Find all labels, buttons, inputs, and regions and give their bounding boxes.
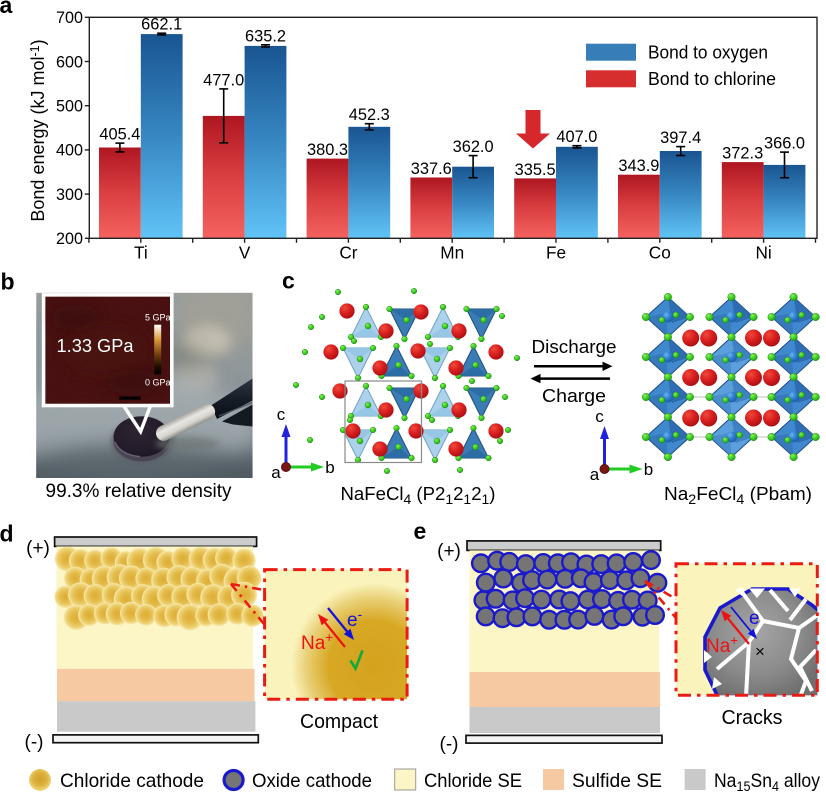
- svg-text:405.4: 405.4: [99, 126, 140, 144]
- svg-text:300: 300: [56, 185, 83, 204]
- svg-text:407.0: 407.0: [556, 128, 597, 146]
- svg-text:362.0: 362.0: [453, 138, 494, 156]
- svg-text:(+): (+): [437, 541, 461, 562]
- svg-text:a: a: [590, 465, 600, 484]
- svg-text:343.9: 343.9: [618, 157, 659, 175]
- svg-text:c: c: [595, 407, 604, 426]
- svg-text:Discharge: Discharge: [532, 337, 617, 357]
- svg-text:a: a: [0, 0, 13, 18]
- svg-text:400: 400: [56, 141, 83, 160]
- svg-text:c: c: [277, 405, 286, 424]
- svg-text:a: a: [271, 463, 281, 482]
- svg-text:200: 200: [56, 229, 83, 248]
- svg-text:b: b: [644, 460, 653, 479]
- svg-text:(+): (+): [26, 538, 50, 559]
- svg-text:477.0: 477.0: [203, 71, 244, 89]
- svg-text:Cr: Cr: [339, 242, 357, 262]
- svg-text:0 GPa: 0 GPa: [145, 378, 171, 388]
- svg-text:Charge: Charge: [542, 386, 606, 406]
- svg-text:99.3% relative density: 99.3% relative density: [46, 480, 232, 502]
- svg-text:e: e: [414, 518, 427, 544]
- svg-text:d: d: [0, 521, 14, 547]
- svg-text:Bond to chlorine: Bond to chlorine: [648, 69, 776, 89]
- svg-text:Sulfide SE: Sulfide SE: [572, 770, 662, 792]
- svg-text:V: V: [239, 242, 251, 262]
- svg-text:500: 500: [56, 97, 83, 116]
- svg-text:Co: Co: [649, 242, 671, 262]
- svg-text:635.2: 635.2: [245, 27, 286, 45]
- svg-text:(-): (-): [440, 734, 459, 755]
- svg-text:1.33 GPa: 1.33 GPa: [57, 335, 135, 356]
- svg-text:Ti: Ti: [134, 242, 148, 262]
- svg-text:Ni: Ni: [755, 242, 771, 262]
- svg-text:Compact: Compact: [300, 710, 378, 733]
- svg-text:600: 600: [56, 52, 83, 71]
- svg-text:662.1: 662.1: [141, 16, 182, 34]
- svg-text:b: b: [325, 458, 334, 477]
- svg-text:397.4: 397.4: [660, 129, 701, 147]
- svg-text:452.3: 452.3: [349, 106, 390, 124]
- svg-text:Na15Sn4 alloy: Na15Sn4 alloy: [714, 770, 820, 793]
- svg-text:×: ×: [755, 642, 765, 661]
- svg-text:e: e: [749, 608, 760, 629]
- svg-text:Fe: Fe: [546, 242, 566, 262]
- svg-text:Mn: Mn: [440, 242, 464, 262]
- svg-text:700: 700: [56, 8, 83, 27]
- svg-text:Bond to oxygen: Bond to oxygen: [648, 43, 768, 63]
- svg-text:Bond energy (kJ mol-1): Bond energy (kJ mol-1): [28, 39, 48, 221]
- svg-text:335.5: 335.5: [515, 161, 556, 179]
- svg-text:Chloride cathode: Chloride cathode: [60, 770, 204, 792]
- svg-text:366.0: 366.0: [764, 135, 805, 153]
- svg-text:(-): (-): [25, 732, 44, 753]
- svg-text:337.6: 337.6: [411, 160, 452, 178]
- svg-text:c: c: [282, 268, 295, 294]
- svg-text:380.3: 380.3: [307, 141, 348, 159]
- svg-text:Cracks: Cracks: [722, 706, 783, 729]
- svg-text:b: b: [1, 268, 15, 294]
- svg-text:Chloride SE: Chloride SE: [424, 770, 522, 792]
- svg-text:5 GPa: 5 GPa: [145, 313, 171, 323]
- svg-text:372.3: 372.3: [722, 145, 763, 163]
- svg-text:Oxide cathode: Oxide cathode: [252, 770, 372, 792]
